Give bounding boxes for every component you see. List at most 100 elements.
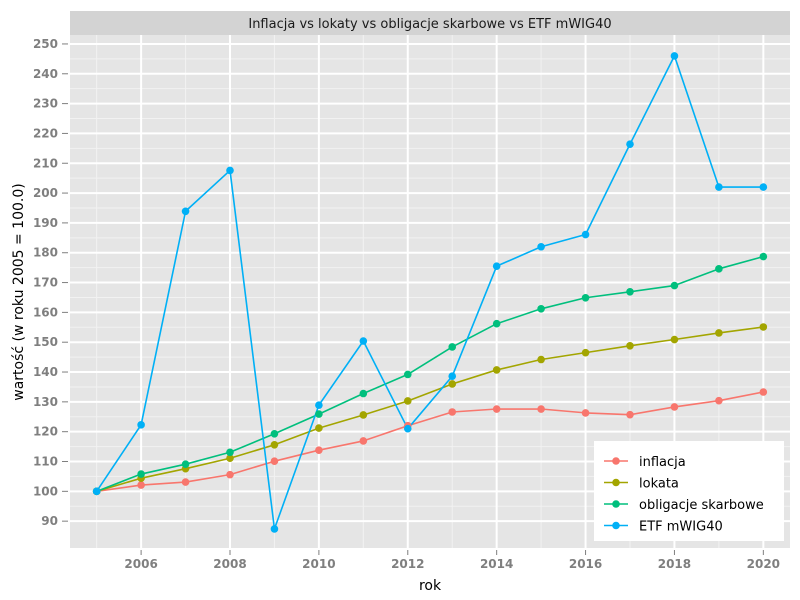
y-tick-label: 170 xyxy=(33,276,58,290)
data-point xyxy=(315,424,323,432)
data-point xyxy=(581,293,590,302)
x-tick-label: 2014 xyxy=(480,557,513,571)
data-point xyxy=(670,281,679,290)
data-point xyxy=(181,460,190,468)
data-point xyxy=(315,446,323,454)
x-tick-label: 2016 xyxy=(569,557,602,571)
y-tick-label: 140 xyxy=(33,365,58,379)
x-tick-label: 2018 xyxy=(658,557,691,571)
grid-major xyxy=(70,35,790,548)
legend-label: ETF mWIG40 xyxy=(639,520,723,535)
x-tick-label: 2012 xyxy=(391,557,424,571)
y-tick-label: 90 xyxy=(41,514,58,528)
data-point xyxy=(403,397,412,405)
series-line xyxy=(96,255,764,493)
data-point xyxy=(537,355,545,364)
data-point xyxy=(448,372,457,381)
data-point xyxy=(626,341,634,350)
data-point xyxy=(581,230,590,239)
series-lines xyxy=(96,55,764,530)
data-point xyxy=(137,470,145,478)
y-tick-label: 120 xyxy=(33,425,58,439)
data-point xyxy=(715,396,723,405)
series-line xyxy=(96,55,764,530)
data-point xyxy=(626,140,634,148)
data-point xyxy=(626,410,634,419)
y-tick-label: 220 xyxy=(33,126,58,140)
data-point xyxy=(270,525,279,533)
y-tick-label: 160 xyxy=(33,305,58,319)
data-point xyxy=(492,405,501,413)
x-tick-label: 2020 xyxy=(747,557,780,571)
data-point xyxy=(759,252,768,261)
y-tick-label: 240 xyxy=(33,67,58,81)
data-point xyxy=(359,389,368,398)
data-point xyxy=(315,410,323,418)
legend-label: inflacja xyxy=(639,455,686,470)
data-point xyxy=(670,403,679,411)
data-point xyxy=(226,166,234,175)
data-point xyxy=(448,408,457,416)
data-point xyxy=(492,262,501,270)
y-tick-label: 230 xyxy=(33,97,58,111)
data-point xyxy=(315,401,323,409)
data-point xyxy=(137,481,145,489)
y-tick-label: 210 xyxy=(33,156,58,170)
data-point xyxy=(92,487,101,496)
data-point xyxy=(226,470,234,479)
x-tick-label: 2008 xyxy=(213,557,246,571)
data-point xyxy=(715,265,723,273)
data-point xyxy=(359,337,368,345)
x-axis-title: rok xyxy=(419,578,442,594)
x-tick-label: 2006 xyxy=(124,557,157,571)
data-point xyxy=(270,429,279,438)
data-point xyxy=(492,366,501,374)
legend-key-point xyxy=(612,521,620,530)
series-points xyxy=(92,52,768,533)
series-line xyxy=(96,391,764,493)
data-point xyxy=(537,304,545,313)
data-point xyxy=(626,287,634,296)
data-point xyxy=(670,335,679,344)
data-point xyxy=(670,52,679,60)
series-line xyxy=(96,326,764,493)
y-tick-label: 250 xyxy=(33,37,58,51)
legend-key-point xyxy=(612,478,620,487)
data-point xyxy=(403,424,412,433)
y-tick-label: 180 xyxy=(33,246,58,260)
legend-label: obligacje skarbowe xyxy=(639,498,764,513)
legend-background xyxy=(594,441,784,541)
data-point xyxy=(759,323,768,331)
data-point xyxy=(226,448,234,457)
data-point xyxy=(759,388,768,396)
y-tick-label: 200 xyxy=(33,186,58,200)
data-point xyxy=(226,454,234,463)
y-tick-label: 190 xyxy=(33,216,58,230)
legend-label: lokata xyxy=(639,477,679,492)
data-point xyxy=(359,437,368,445)
y-tick-label: 100 xyxy=(33,484,58,498)
y-tick-label: 150 xyxy=(33,335,58,349)
y-tick-label: 130 xyxy=(33,395,58,409)
y-tick-label: 110 xyxy=(33,455,58,469)
y-axis-title: wartość (w roku 2005 = 100.0) xyxy=(11,183,27,400)
data-point xyxy=(537,405,545,413)
legend-key-point xyxy=(612,500,620,508)
data-point xyxy=(581,409,590,417)
x-tick-label: 2010 xyxy=(302,557,335,571)
data-point xyxy=(270,441,279,449)
data-point xyxy=(715,183,723,191)
data-point xyxy=(715,329,723,337)
data-point xyxy=(181,478,190,486)
x-axis: 2006 2008 2010 2012 2014 2016 2018 2020 xyxy=(124,550,780,571)
strip-background xyxy=(70,11,790,35)
data-point xyxy=(537,242,545,251)
data-point xyxy=(270,457,279,466)
data-point xyxy=(581,348,590,357)
data-point xyxy=(137,421,145,429)
data-point xyxy=(448,343,457,351)
data-point xyxy=(181,207,190,216)
data-point xyxy=(403,370,412,379)
data-point xyxy=(448,380,457,388)
